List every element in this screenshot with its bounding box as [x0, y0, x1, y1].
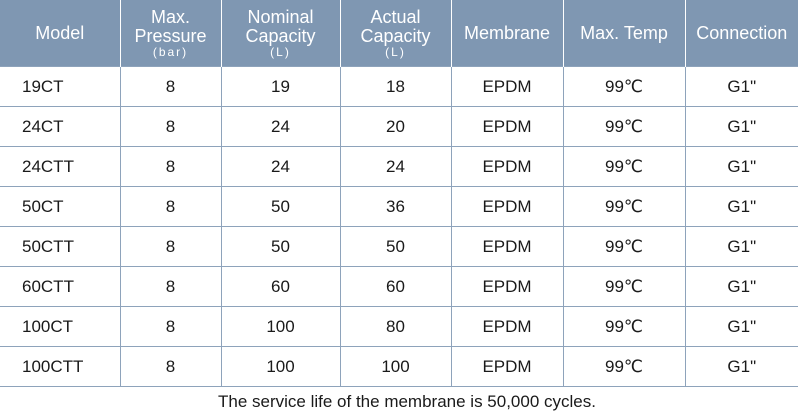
header-label: Max. Pressure	[134, 6, 207, 46]
cell-max-pressure: 8	[119, 226, 221, 267]
cell-max-temp: 99℃	[562, 106, 685, 147]
header-unit: (L)	[385, 44, 406, 59]
cell-connection: G1"	[684, 346, 798, 387]
table-row: 50CTT 8 50 50 EPDM 99℃ G1"	[0, 226, 798, 267]
cell-actual-capacity: 36	[339, 186, 451, 227]
spec-table: Model Max. Pressure (bar) Nominal Capacit…	[0, 0, 798, 387]
cell-model: 100CTT	[0, 346, 120, 387]
cell-model: 50CT	[0, 186, 120, 227]
cell-max-pressure: 8	[119, 306, 221, 347]
header-actual-capacity: Actual Capacity (L)	[339, 0, 451, 67]
cell-max-temp: 99℃	[562, 306, 685, 347]
header-membrane: Membrane	[450, 0, 563, 67]
header-unit: (L)	[270, 44, 291, 59]
header-connection: Connection	[684, 0, 798, 67]
cell-nominal-capacity: 50	[220, 186, 340, 227]
cell-membrane: EPDM	[450, 106, 563, 147]
cell-max-temp: 99℃	[562, 146, 685, 187]
header-label: Max. Temp	[580, 22, 668, 43]
table-row: 100CTT 8 100 100 EPDM 99℃ G1"	[0, 346, 798, 387]
cell-nominal-capacity: 24	[220, 146, 340, 187]
cell-connection: G1"	[684, 306, 798, 347]
cell-membrane: EPDM	[450, 186, 563, 227]
cell-model: 100CT	[0, 306, 120, 347]
cell-actual-capacity: 20	[339, 106, 451, 147]
header-label: Model	[35, 22, 85, 43]
cell-max-pressure: 8	[119, 106, 221, 147]
cell-nominal-capacity: 60	[220, 266, 340, 307]
cell-max-pressure: 8	[119, 186, 221, 227]
cell-model: 24CT	[0, 106, 120, 147]
cell-membrane: EPDM	[450, 146, 563, 187]
cell-max-temp: 99℃	[562, 66, 685, 107]
cell-connection: G1"	[684, 66, 798, 107]
cell-membrane: EPDM	[450, 306, 563, 347]
cell-actual-capacity: 18	[339, 66, 451, 107]
cell-actual-capacity: 80	[339, 306, 451, 347]
cell-nominal-capacity: 50	[220, 226, 340, 267]
header-label: Nominal Capacity	[245, 6, 316, 46]
cell-membrane: EPDM	[450, 346, 563, 387]
cell-membrane: EPDM	[450, 266, 563, 307]
cell-max-temp: 99℃	[562, 226, 685, 267]
header-max-temp: Max. Temp	[562, 0, 685, 67]
cell-model: 24CTT	[0, 146, 120, 187]
cell-max-temp: 99℃	[562, 346, 685, 387]
table-row: 100CT 8 100 80 EPDM 99℃ G1"	[0, 306, 798, 347]
cell-max-pressure: 8	[119, 66, 221, 107]
table-row: 50CT 8 50 36 EPDM 99℃ G1"	[0, 186, 798, 227]
cell-actual-capacity: 60	[339, 266, 451, 307]
cell-max-pressure: 8	[119, 346, 221, 387]
table-row: 60CTT 8 60 60 EPDM 99℃ G1"	[0, 266, 798, 307]
cell-nominal-capacity: 100	[220, 306, 340, 347]
cell-actual-capacity: 50	[339, 226, 451, 267]
cell-max-temp: 99℃	[562, 266, 685, 307]
cell-model: 50CTT	[0, 226, 120, 267]
header-unit: (bar)	[152, 44, 189, 59]
header-model: Model	[0, 0, 120, 67]
cell-actual-capacity: 100	[339, 346, 451, 387]
table-row: 24CTT 8 24 24 EPDM 99℃ G1"	[0, 146, 798, 187]
table-row: 24CT 8 24 20 EPDM 99℃ G1"	[0, 106, 798, 147]
cell-membrane: EPDM	[450, 226, 563, 267]
header-label: Actual Capacity	[360, 6, 431, 46]
header-max-pressure: Max. Pressure (bar)	[119, 0, 221, 67]
cell-connection: G1"	[684, 226, 798, 267]
cell-actual-capacity: 24	[339, 146, 451, 187]
cell-nominal-capacity: 19	[220, 66, 340, 107]
cell-nominal-capacity: 24	[220, 106, 340, 147]
cell-nominal-capacity: 100	[220, 346, 340, 387]
table-row: 19CT 8 19 18 EPDM 99℃ G1"	[0, 66, 798, 107]
cell-connection: G1"	[684, 106, 798, 147]
cell-membrane: EPDM	[450, 66, 563, 107]
header-label: Membrane	[463, 22, 551, 43]
cell-model: 19CT	[0, 66, 120, 107]
cell-connection: G1"	[684, 266, 798, 307]
header-label: Connection	[696, 22, 788, 43]
cell-connection: G1"	[684, 186, 798, 227]
cell-model: 60CTT	[0, 266, 120, 307]
header-row: Model Max. Pressure (bar) Nominal Capacit…	[0, 0, 798, 67]
footnote: The service life of the membrane is 50,0…	[218, 392, 596, 411]
cell-max-pressure: 8	[119, 266, 221, 307]
cell-max-pressure: 8	[119, 146, 221, 187]
cell-connection: G1"	[684, 146, 798, 187]
header-nominal-capacity: Nominal Capacity (L)	[220, 0, 340, 67]
cell-max-temp: 99℃	[562, 186, 685, 227]
